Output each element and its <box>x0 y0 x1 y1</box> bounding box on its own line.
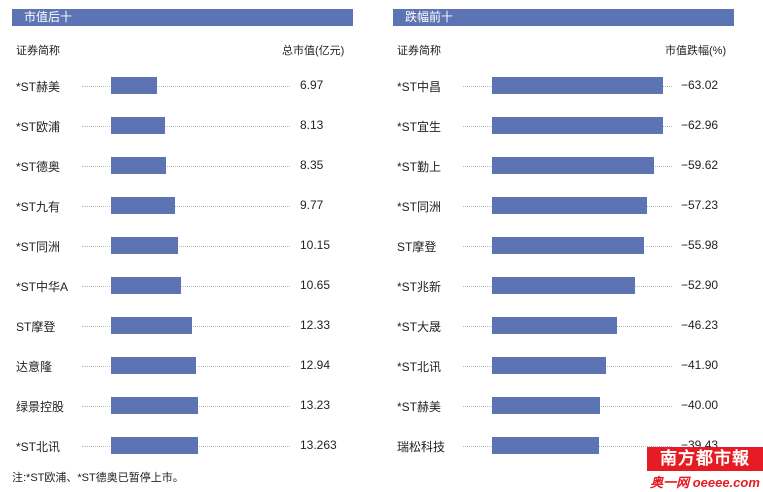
value-label: 10.65 <box>298 278 331 292</box>
category-label: *ST中华A <box>16 280 69 294</box>
value-label: −55.98 <box>679 238 719 252</box>
value-label: −41.90 <box>679 358 719 372</box>
footnote: 注:*ST欧浦、*ST德奥已暂停上市。 <box>12 472 184 484</box>
category-label: *ST九有 <box>16 200 61 214</box>
bar <box>492 157 654 174</box>
category-column-header: 证券简称 <box>16 45 60 57</box>
value-label: −57.23 <box>679 198 719 212</box>
category-label: ST摩登 <box>397 240 437 254</box>
bar <box>111 157 166 174</box>
category-label: *ST北讯 <box>16 440 61 454</box>
bar <box>492 357 606 374</box>
category-label: *ST德奥 <box>16 160 61 174</box>
bar <box>492 237 644 254</box>
panel-title: 跌幅前十 <box>393 9 734 26</box>
category-label: *ST同洲 <box>397 200 442 214</box>
bar <box>492 77 663 94</box>
newspaper-logo: 南方都市報 奥一网 oeeee.com <box>647 447 763 492</box>
bar <box>111 117 165 134</box>
value-label: 13.23 <box>298 398 331 412</box>
leader-line <box>82 205 290 207</box>
value-label: −46.23 <box>679 318 719 332</box>
value-label: 13.263 <box>298 438 337 452</box>
logo-site: 奥一网 oeeee.com <box>647 473 763 492</box>
leader-line <box>82 125 290 127</box>
value-label: 10.15 <box>298 238 331 252</box>
bar <box>111 357 197 374</box>
category-label: *ST兆新 <box>397 280 442 294</box>
value-column-header: 市值跌幅(%) <box>665 45 727 57</box>
logo-title: 南方都市報 <box>647 447 763 471</box>
bar <box>111 237 178 254</box>
value-label: −59.62 <box>679 158 719 172</box>
leader-line <box>82 165 290 167</box>
value-label: −52.90 <box>679 278 719 292</box>
category-label: *ST赫美 <box>16 80 61 94</box>
leader-line <box>82 285 290 287</box>
category-label: *ST赫美 <box>397 400 442 414</box>
bar <box>111 397 199 414</box>
bar <box>492 197 648 214</box>
category-label: *ST勤上 <box>397 160 442 174</box>
bar <box>111 77 157 94</box>
bar <box>492 437 599 454</box>
category-label: *ST同洲 <box>16 240 61 254</box>
leader-line <box>82 245 290 247</box>
value-label: −40.00 <box>679 398 719 412</box>
value-label: −63.02 <box>679 78 719 92</box>
category-column-header: 证券简称 <box>397 45 441 57</box>
value-label: 6.97 <box>298 78 324 92</box>
category-label: ST摩登 <box>16 320 56 334</box>
panel-title: 市值后十 <box>12 9 353 26</box>
bar <box>492 317 618 334</box>
value-label: 9.77 <box>298 198 324 212</box>
value-column-header: 总市值(亿元) <box>282 45 345 57</box>
category-label: *ST中昌 <box>397 80 442 94</box>
value-label: 12.33 <box>298 318 331 332</box>
category-label: *ST大晟 <box>397 320 442 334</box>
category-label: *ST宜生 <box>397 120 442 134</box>
category-label: *ST北讯 <box>397 360 442 374</box>
bar <box>492 117 663 134</box>
value-label: −62.96 <box>679 118 719 132</box>
bar <box>111 277 182 294</box>
category-label: 绿景控股 <box>16 400 65 414</box>
bar <box>111 317 193 334</box>
category-label: 瑞松科技 <box>397 440 446 454</box>
value-label: 8.13 <box>298 118 324 132</box>
bar <box>492 277 636 294</box>
category-label: *ST欧浦 <box>16 120 61 134</box>
bar <box>111 197 176 214</box>
leader-line <box>82 85 290 87</box>
value-label: 12.94 <box>298 358 331 372</box>
category-label: 达意隆 <box>16 360 53 374</box>
value-label: 8.35 <box>298 158 324 172</box>
bar <box>492 397 601 414</box>
bar <box>111 437 199 454</box>
